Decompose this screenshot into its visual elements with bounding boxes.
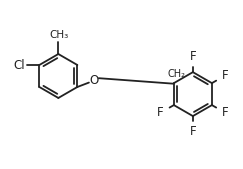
Text: O: O <box>89 74 98 87</box>
Text: F: F <box>190 50 196 63</box>
Text: CH₃: CH₃ <box>49 30 69 40</box>
Text: Cl: Cl <box>13 58 25 71</box>
Text: F: F <box>157 106 164 119</box>
Text: CH₂: CH₂ <box>168 69 186 79</box>
Text: F: F <box>222 106 228 119</box>
Text: F: F <box>190 125 196 138</box>
Text: F: F <box>222 69 228 82</box>
